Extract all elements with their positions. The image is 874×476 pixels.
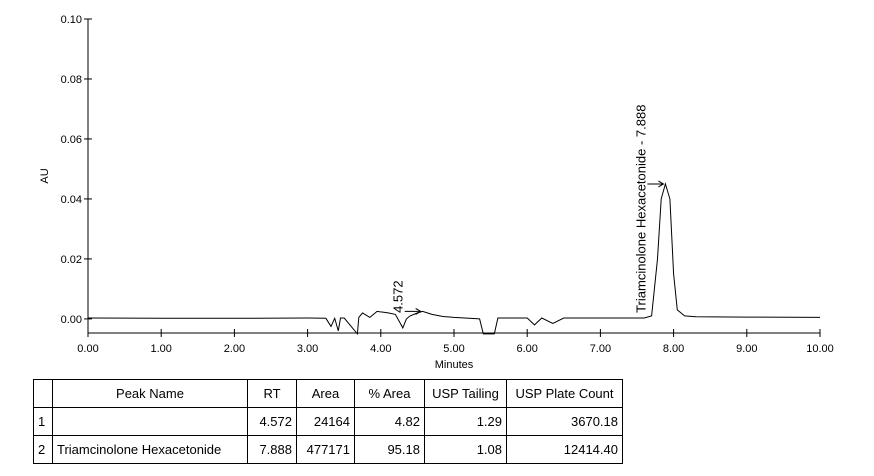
table-cell xyxy=(52,407,248,436)
x-tick-label: 2.00 xyxy=(224,343,245,355)
table-row: Peak Name RT Area% Area USP Tailing USP Plat… xyxy=(33,379,623,408)
x-axis-label: Minutes xyxy=(435,359,474,371)
y-tick-label: 0.08 xyxy=(61,74,82,86)
table-cell: 12414.40 xyxy=(506,435,623,464)
peak-label: 4.572 xyxy=(391,280,406,313)
table-cell: % Area xyxy=(354,379,425,408)
table-cell: Area xyxy=(296,379,355,408)
table-cell: 4.82 xyxy=(354,407,425,436)
trace xyxy=(87,182,821,336)
table-cell: 24164 xyxy=(296,407,355,436)
table-cell: USP Plate Count xyxy=(506,379,623,408)
x-tick-label: 4.00 xyxy=(370,343,391,355)
table-cell: 3670.18 xyxy=(506,407,623,436)
table-cell: 95.18 xyxy=(354,435,425,464)
y-tick-label: 0.00 xyxy=(61,314,82,326)
table-cell: 1 xyxy=(33,407,53,436)
chart: Minutes AU 0.00 0.02 0.04 0.06 0.08 0.10 0.00 1… xyxy=(39,14,834,371)
y-tick-label: 0.02 xyxy=(61,254,82,266)
results-table: Peak Name RT Area% Area USP Tailing USP Plat… xyxy=(33,379,623,464)
table-cell: 1.29 xyxy=(424,407,507,436)
x-tick-label: 9.00 xyxy=(736,343,757,355)
y-axis-label: AU xyxy=(39,168,51,183)
table-cell: 2 xyxy=(33,435,53,464)
table-row: 1 4.572 24164 4.82 1.29 3670.18 xyxy=(33,407,623,436)
x-tick-label: 7.00 xyxy=(590,343,611,355)
x-tick-label: 1.00 xyxy=(150,343,171,355)
x-tick-label: 10.00 xyxy=(806,343,834,355)
table-cell: 477171 xyxy=(296,435,355,464)
table-cell: USP Tailing xyxy=(424,379,507,408)
table-cell: Peak Name xyxy=(52,379,248,408)
table-cell: 4.572 xyxy=(247,407,297,436)
x-tick-label: 5.00 xyxy=(443,343,464,355)
y-tick-label: 0.06 xyxy=(61,134,82,146)
table-cell xyxy=(33,379,53,408)
table-cell: RT xyxy=(247,379,297,408)
arrow-head xyxy=(415,307,422,315)
y-tick-label: 0.04 xyxy=(61,194,82,206)
y-tick-label: 0.10 xyxy=(61,14,82,26)
x-tick-label: 0.00 xyxy=(77,343,98,355)
x-tick-label: 6.00 xyxy=(516,343,537,355)
peak-label: Triamcinolone Hexacetonide - 7.888 xyxy=(633,105,648,313)
table-row: 2 Triamcinolone Hexacetonide 7.888 477171 95… xyxy=(33,435,623,464)
table-cell: 1.08 xyxy=(424,435,507,464)
arrow-head xyxy=(658,180,665,188)
x-tick-label: 8.00 xyxy=(663,343,684,355)
x-tick-label: 3.00 xyxy=(297,343,318,355)
table-cell: Triamcinolone Hexacetonide xyxy=(52,435,248,464)
table-cell: 7.888 xyxy=(247,435,297,464)
